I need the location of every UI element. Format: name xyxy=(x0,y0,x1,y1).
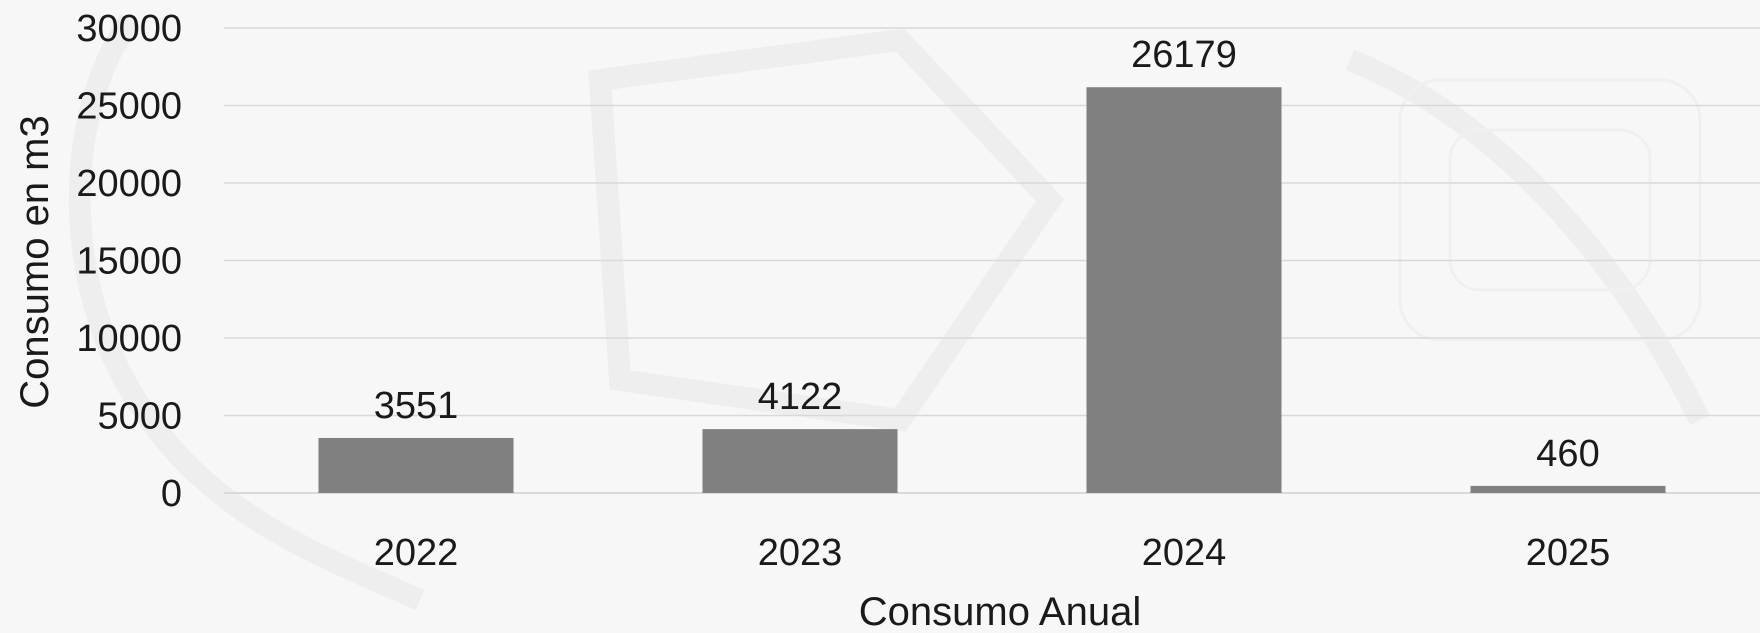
y-tick-label: 10000 xyxy=(76,318,182,360)
bar-2022 xyxy=(318,437,514,493)
bar-2023 xyxy=(702,429,898,493)
x-axis-title: Consumo Anual xyxy=(859,590,1141,633)
watermark-rounded-rect xyxy=(1398,78,1702,342)
data-label-2025: 460 xyxy=(1536,433,1599,475)
watermark-swirl xyxy=(68,13,425,611)
x-tick-label-2024: 2024 xyxy=(1142,532,1227,574)
y-tick-label: 15000 xyxy=(76,241,182,283)
bar-2024 xyxy=(1086,87,1282,494)
x-axis-ticks: 2022 2023 2024 2025 xyxy=(374,532,1611,574)
watermark-rounded-rect-inner xyxy=(1448,128,1652,292)
bar-2025 xyxy=(1470,485,1666,493)
watermark-arc xyxy=(1345,49,1710,425)
data-label-2023: 4122 xyxy=(758,376,843,418)
y-tick-label: 30000 xyxy=(76,8,182,50)
y-axis-title: Consumo en m3 xyxy=(13,115,57,408)
y-tick-label: 0 xyxy=(161,473,182,515)
data-labels: 3551 4122 26179 460 xyxy=(374,34,1600,475)
y-tick-label: 5000 xyxy=(97,396,182,438)
data-label-2022: 3551 xyxy=(374,385,459,427)
y-tick-label: 25000 xyxy=(76,86,182,128)
y-tick-label: 20000 xyxy=(76,163,182,205)
watermark-shape xyxy=(588,28,1065,432)
bars xyxy=(318,87,1666,494)
x-tick-label-2023: 2023 xyxy=(758,532,843,574)
data-label-2024: 26179 xyxy=(1131,34,1237,76)
x-tick-label-2025: 2025 xyxy=(1526,532,1611,574)
y-axis-ticks: 0 5000 10000 15000 20000 25000 30000 xyxy=(76,8,182,515)
x-tick-label-2022: 2022 xyxy=(374,532,459,574)
